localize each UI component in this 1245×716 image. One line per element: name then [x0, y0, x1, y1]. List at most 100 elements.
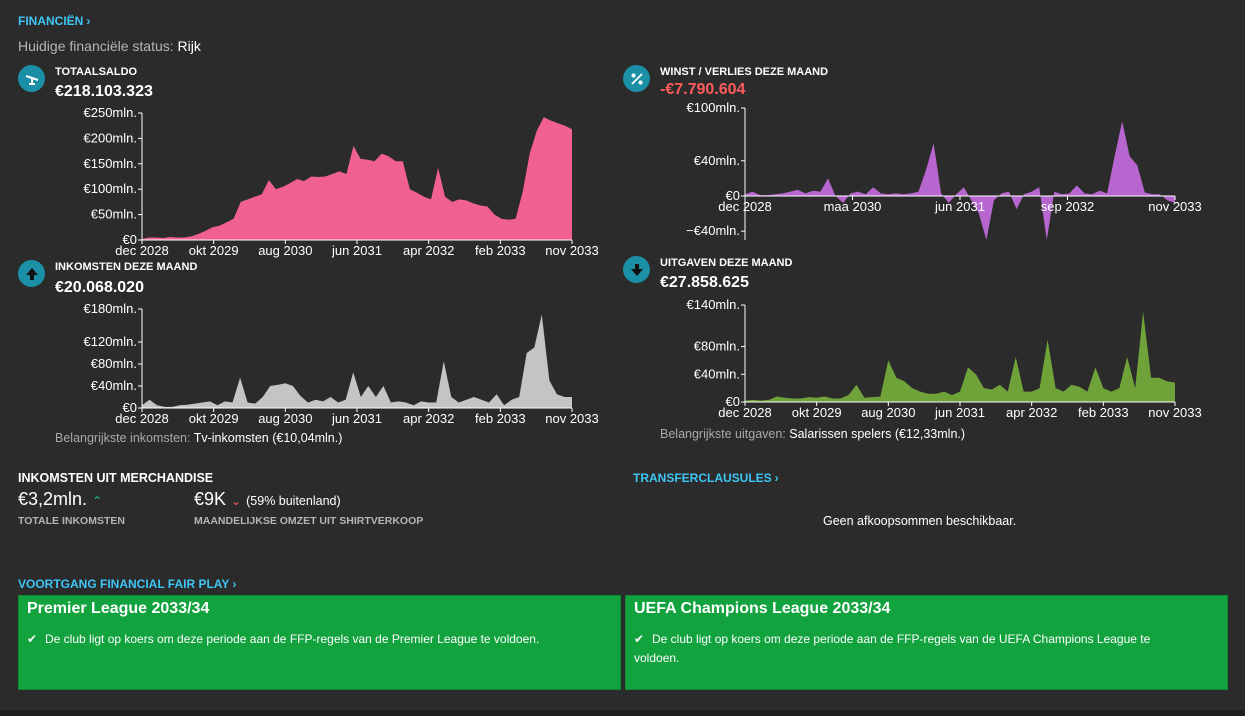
profit-x-tick-label: sep 2032	[1041, 199, 1095, 214]
financial-status: Huidige financiële status: Rijk	[18, 38, 201, 54]
ffp-box-premier-league: Premier League 2033/34 ✔ De club ligt op …	[18, 595, 621, 690]
profit-x-tick-label: nov 2033	[1148, 199, 1202, 214]
expenses-note-value: Salarissen spelers (€12,33mln.)	[789, 427, 966, 441]
profit-y-tick-label: €0	[726, 188, 740, 203]
expenses-y-tick-label: €40mln.	[694, 366, 740, 381]
expenses-y-tick-label: €140mln.	[687, 297, 740, 312]
income-y-tick-label: €120mln.	[84, 334, 137, 349]
income-note-label: Belangrijkste inkomsten:	[55, 431, 191, 445]
percent-icon	[623, 65, 650, 92]
trend-up-icon: ⌃	[92, 494, 103, 508]
profit-value: -€7.790.604	[660, 81, 746, 98]
merch-total-amount: €3,2mln.	[18, 489, 88, 509]
bottom-bar	[0, 710, 1245, 716]
expenses-value: €27.858.625	[660, 274, 749, 291]
expenses-x-tick-label: jun 2031	[934, 405, 985, 420]
expenses-x-tick-label: feb 2033	[1078, 405, 1129, 420]
expenses-x-tick-label: nov 2033	[1148, 405, 1202, 420]
income-x-tick-label: nov 2033	[545, 411, 599, 426]
balance-x-tick-label: apr 2032	[403, 243, 454, 258]
transferclausules-link[interactable]: TRANSFERCLAUSULES ›	[633, 471, 779, 485]
balance-y-tick-label: €150mln.	[84, 156, 137, 171]
ffp-box-champions-league: UEFA Champions League 2033/34 ✔ De club l…	[625, 595, 1228, 690]
merchandise-title: INKOMSTEN UIT MERCHANDISE	[18, 471, 214, 485]
transferclausules-label: TRANSFERCLAUSULES	[633, 471, 772, 485]
financial-status-value: Rijk	[177, 38, 201, 54]
trend-down-icon: ⌄	[231, 494, 242, 508]
balance-x-tick-label: nov 2033	[545, 243, 599, 258]
profit-x-tick-label: dec 2028	[718, 199, 772, 214]
checkmark-icon: ✔	[27, 632, 38, 646]
merch-monthly-value: €9K ⌄ (59% buitenland)	[194, 489, 341, 510]
income-y-tick-label: €180mln.	[84, 301, 137, 316]
income-y-tick-label: €0	[123, 400, 137, 415]
expenses-x-tick-label: aug 2030	[861, 405, 915, 420]
chevron-right-icon: ›	[774, 471, 779, 485]
ffp-box-text: ✔ De club ligt op koers om deze periode a…	[27, 630, 612, 649]
expenses-area	[745, 311, 1175, 402]
scale-icon	[18, 65, 45, 92]
ffp-label: VOORTGANG FINANCIAL FAIR PLAY	[18, 577, 230, 591]
expenses-title: UITGAVEN DEZE MAAND	[660, 257, 793, 269]
expenses-y-tick-label: €80mln.	[694, 339, 740, 354]
income-x-tick-label: aug 2030	[258, 411, 312, 426]
profit-title: WINST / VERLIES DEZE MAAND	[660, 66, 829, 78]
balance-x-tick-label: jun 2031	[331, 243, 382, 258]
profit-y-tick-label: €40mln.	[694, 153, 740, 168]
income-x-tick-label: okt 2029	[189, 411, 239, 426]
expenses-x-tick-label: apr 2032	[1006, 405, 1057, 420]
income-x-tick-label: feb 2033	[475, 411, 526, 426]
income-x-tick-label: apr 2032	[403, 411, 454, 426]
chevron-right-icon: ›	[86, 14, 91, 28]
merch-monthly-label: MAANDELIJKSE OMZET UIT SHIRTVERKOOP	[194, 515, 424, 527]
balance-x-tick-label: okt 2029	[189, 243, 239, 258]
expenses-y-tick-label: €0	[726, 394, 740, 409]
balance-y-tick-label: €250mln.	[84, 105, 137, 120]
arrow-up-icon	[18, 260, 45, 287]
income-y-tick-label: €40mln.	[91, 378, 137, 393]
ffp-box-message: De club ligt op koers om deze periode aa…	[634, 632, 1151, 665]
balance-x-tick-label: aug 2030	[258, 243, 312, 258]
arrow-down-icon	[623, 256, 650, 283]
chevron-right-icon: ›	[232, 577, 237, 591]
ffp-box-message: De club ligt op koers om deze periode aa…	[45, 632, 540, 646]
income-note-value: Tv-inkomsten (€10,04mln.)	[193, 431, 343, 445]
balance-y-tick-label: €50mln.	[91, 207, 137, 222]
financien-link[interactable]: FINANCIËN ›	[18, 14, 90, 28]
merch-total-label: TOTALE INKOMSTEN	[18, 515, 125, 527]
transfer-empty-text: Geen afkoopsommen beschikbaar.	[823, 514, 1017, 528]
profit-y-tick-label: €100mln.	[687, 100, 740, 115]
expenses-note-label: Belangrijkste uitgaven:	[660, 427, 786, 441]
ffp-link[interactable]: VOORTGANG FINANCIAL FAIR PLAY ›	[18, 577, 236, 591]
financien-label: FINANCIËN	[18, 14, 84, 28]
balance-x-tick-label: dec 2028	[115, 243, 169, 258]
expenses-note: Belangrijkste uitgaven: Salarissen spele…	[660, 427, 965, 441]
profit-x-tick-label: maa 2030	[824, 199, 882, 214]
ffp-box-title: Premier League 2033/34	[27, 600, 210, 617]
expenses-x-tick-label: dec 2028	[718, 405, 772, 420]
balance-y-tick-label: €0	[123, 232, 137, 247]
income-title: INKOMSTEN DEZE MAAND	[55, 261, 198, 273]
income-y-tick-label: €80mln.	[91, 356, 137, 371]
merch-total-value: €3,2mln. ⌃	[18, 489, 102, 510]
income-note: Belangrijkste inkomsten: Tv-inkomsten (€…	[55, 431, 342, 445]
expenses-x-tick-label: okt 2029	[792, 405, 842, 420]
balance-y-tick-label: €100mln.	[84, 181, 137, 196]
income-x-tick-label: dec 2028	[115, 411, 169, 426]
financial-status-label: Huidige financiële status:	[18, 38, 174, 54]
profit-x-tick-label: jun 2031	[934, 199, 985, 214]
income-value: €20.068.020	[55, 279, 144, 296]
profit-y-tick-label: −€40mln.	[686, 223, 740, 238]
ffp-box-title: UEFA Champions League 2033/34	[634, 600, 891, 617]
balance-title: TOTAALSALDO	[55, 66, 138, 78]
balance-value: €218.103.323	[55, 83, 153, 100]
balance-area	[142, 117, 572, 240]
income-area	[142, 314, 572, 408]
balance-y-tick-label: €200mln.	[84, 130, 137, 145]
merch-monthly-amount: €9K	[194, 489, 227, 509]
ffp-box-text: ✔ De club ligt op koers om deze periode a…	[634, 630, 1189, 668]
